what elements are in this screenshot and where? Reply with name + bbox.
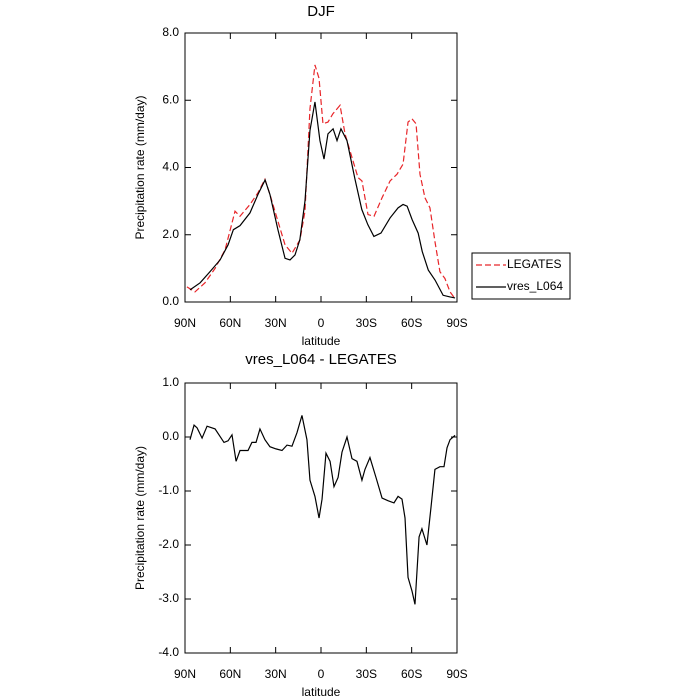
plot-frame — [184, 382, 458, 654]
chart-title: DJF — [307, 3, 335, 20]
y-tick-label: 4.0 — [162, 160, 179, 174]
data-line — [186, 64, 456, 299]
plot-frame — [184, 32, 458, 303]
y-axis-label: Precipitation rate (mm/day) — [133, 95, 147, 239]
chart-title: vres_L064 - LEGATES — [245, 351, 396, 368]
x-tick-label: 90N — [174, 667, 196, 681]
x-tick-label: 60S — [401, 316, 422, 330]
x-tick-label: 30S — [356, 316, 377, 330]
x-tick-label: 90S — [446, 667, 467, 681]
x-tick-label: 0 — [318, 667, 325, 681]
x-tick-label: 30N — [265, 316, 287, 330]
x-tick-label: 90S — [446, 316, 467, 330]
y-tick-label: 0.0 — [162, 294, 179, 308]
y-tick-label: -1.0 — [158, 483, 179, 497]
legend-label: vres_L064 — [507, 279, 563, 293]
x-tick-label: 90N — [174, 316, 196, 330]
legend-box — [471, 252, 571, 300]
y-tick-label: 1.0 — [162, 375, 179, 389]
x-tick-label: 0 — [318, 316, 325, 330]
x-tick-label: 60N — [219, 667, 241, 681]
y-tick-label: -3.0 — [158, 591, 179, 605]
x-tick-label: 60N — [219, 316, 241, 330]
x-tick-label: 60S — [401, 667, 422, 681]
legend-label: LEGATES — [507, 257, 561, 271]
x-axis-label: latitude — [302, 685, 341, 699]
y-tick-label: 2.0 — [162, 227, 179, 241]
x-tick-label: 30N — [265, 667, 287, 681]
y-tick-label: 8.0 — [162, 25, 179, 39]
y-axis-label: Precipitation rate (mm/day) — [133, 446, 147, 590]
y-tick-label: -4.0 — [158, 645, 179, 659]
y-tick-label: 0.0 — [162, 429, 179, 443]
x-tick-label: 30S — [356, 667, 377, 681]
y-tick-label: -2.0 — [158, 537, 179, 551]
x-axis-label: latitude — [302, 334, 341, 348]
y-tick-label: 6.0 — [162, 92, 179, 106]
data-line — [189, 415, 456, 605]
data-line — [189, 101, 456, 299]
